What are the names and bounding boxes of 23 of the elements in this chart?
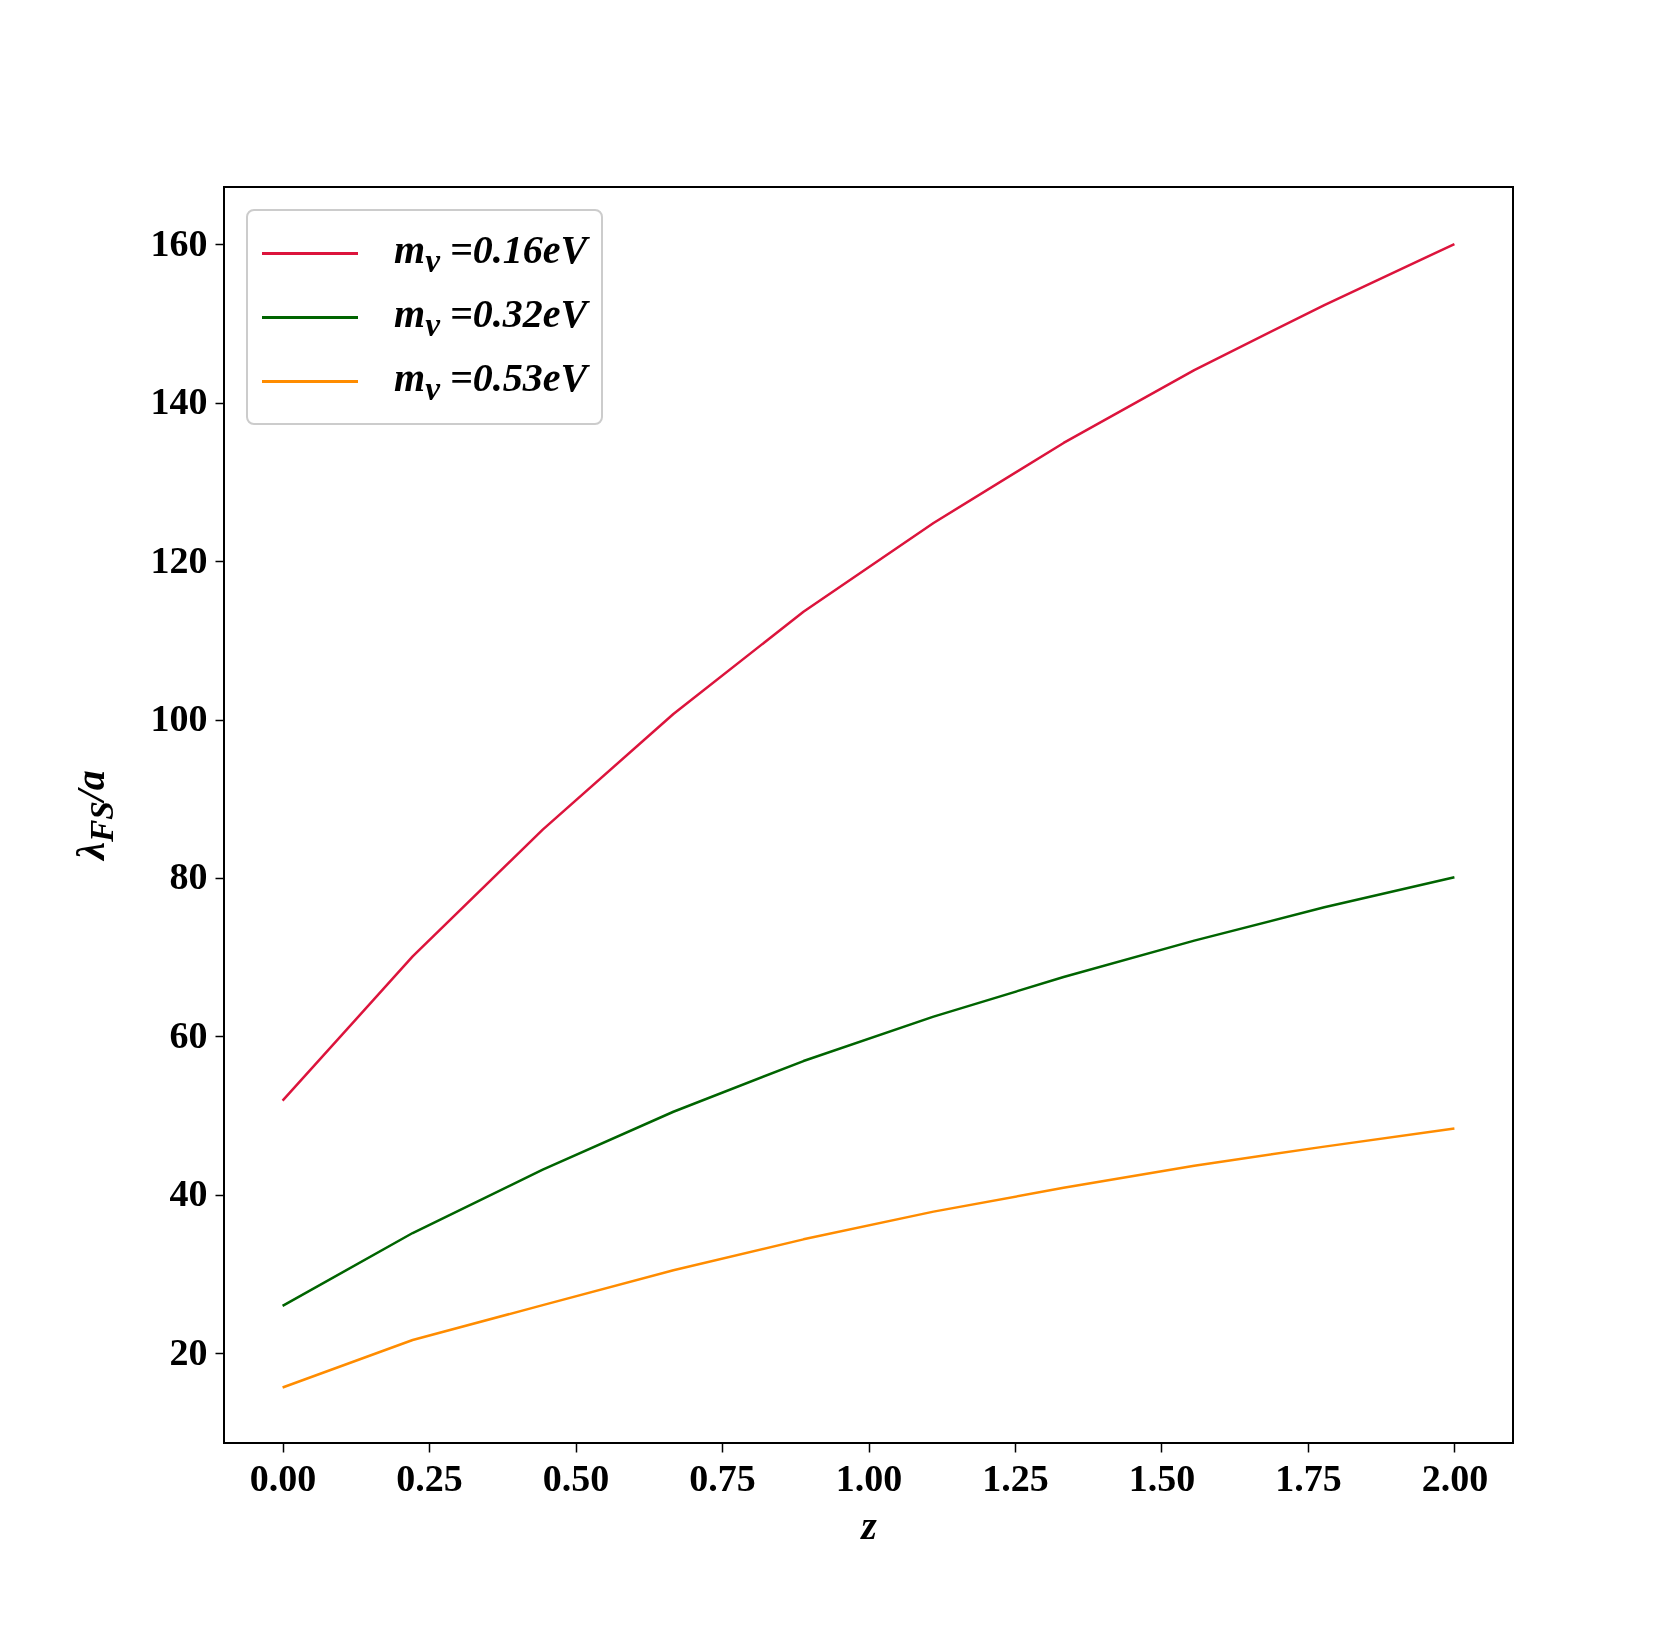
y-tick-label: 100 <box>150 697 208 740</box>
x-tick-label: 0.00 <box>249 1456 317 1499</box>
x-tick-label: 1.00 <box>835 1456 903 1499</box>
x-tick-label: 0.75 <box>689 1456 756 1499</box>
y-tick-label: 140 <box>150 380 208 423</box>
y-tick-label: 120 <box>150 538 208 581</box>
x-tick-label: 2.00 <box>1421 1456 1489 1499</box>
x-tick-label: 0.50 <box>542 1456 610 1499</box>
x-tick-label: 1.50 <box>1128 1456 1196 1499</box>
y-tick-label: 60 <box>169 1013 208 1056</box>
y-tick-label: 20 <box>169 1330 208 1373</box>
line-series <box>281 875 1456 1308</box>
line-series <box>281 1127 1456 1389</box>
legend-label: m$_{ν}$ =0.16eV <box>394 226 588 280</box>
x-tick-label: 1.75 <box>1275 1456 1342 1499</box>
x-axis-title: z <box>859 1502 878 1548</box>
legend-label: m$_{ν}$ =0.32eV <box>394 290 588 344</box>
x-tick-label: 1.25 <box>982 1456 1049 1499</box>
x-tick-label: 0.25 <box>396 1456 463 1499</box>
y-tick-label: 40 <box>169 1172 208 1215</box>
legend-label: m$_{ν}$ =0.53eV <box>394 354 588 408</box>
y-tick-label: 160 <box>150 221 208 264</box>
y-tick-label: 80 <box>169 855 208 898</box>
